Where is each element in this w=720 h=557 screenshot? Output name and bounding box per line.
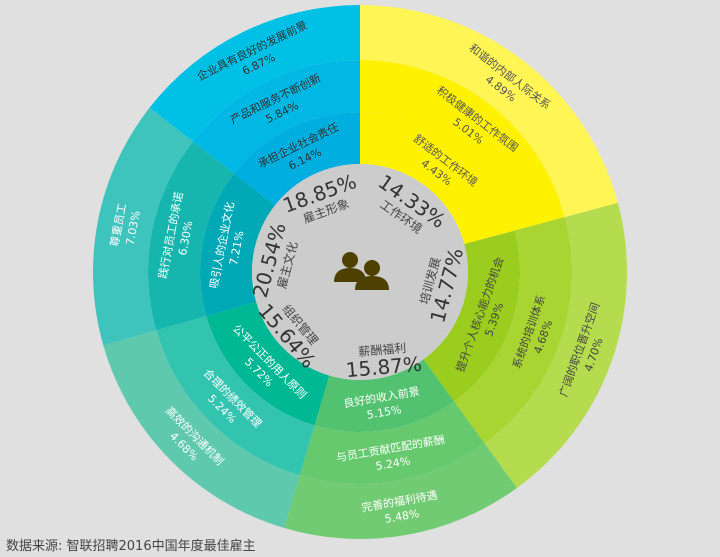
segment-middle-1 bbox=[360, 60, 565, 231]
segment-outer-5 bbox=[93, 107, 193, 346]
segment-outer-2 bbox=[484, 202, 627, 489]
segment-inner-5 bbox=[200, 173, 275, 317]
people-icon bbox=[334, 252, 389, 290]
segment-outer-1 bbox=[360, 5, 618, 218]
segment-middle-0 bbox=[192, 60, 360, 174]
segment-inner-2 bbox=[423, 230, 520, 402]
segment-inner-0 bbox=[233, 112, 360, 206]
segment-value: 5.15% bbox=[366, 403, 403, 422]
segment-inner-3 bbox=[314, 359, 455, 433]
segment-middle-3 bbox=[299, 401, 485, 484]
segment-middle-5 bbox=[148, 141, 234, 331]
segment-outer-4 bbox=[103, 330, 300, 529]
segment-value: 5.24% bbox=[375, 454, 412, 473]
segment-middle-4 bbox=[156, 316, 315, 476]
data-source-note: 数据来源: 智联招聘2016中国年度最佳雇主 bbox=[6, 539, 256, 554]
segment-outer-3 bbox=[284, 443, 517, 540]
segment-inner-1 bbox=[360, 112, 515, 245]
category-name: 薪酬福利 bbox=[358, 340, 407, 359]
segment-outer-0 bbox=[149, 5, 360, 142]
segment-inner-4 bbox=[206, 301, 330, 426]
segment-middle-2 bbox=[454, 217, 572, 444]
segment-value: 5.48% bbox=[384, 507, 421, 526]
